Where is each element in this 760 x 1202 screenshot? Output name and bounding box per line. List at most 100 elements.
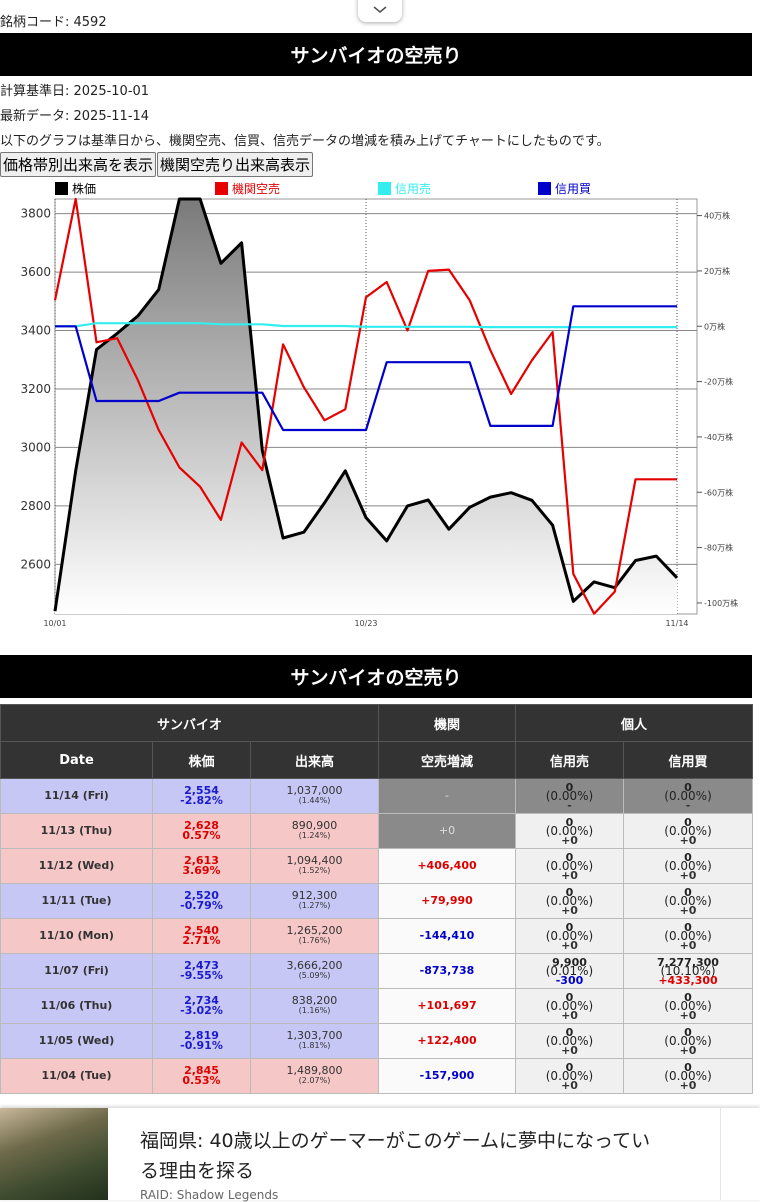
legend-label: 信用売 (395, 181, 431, 196)
stack: 0 (0.00%) +0 (624, 922, 752, 952)
stack: 838,200 (1.16%) (251, 995, 378, 1016)
credit-buy-cell: 0 (0.00%) +0 (622, 988, 754, 1024)
short-volume-button[interactable]: 機関空売り出来高表示 (157, 152, 314, 177)
credit-value: 0 (684, 780, 692, 794)
credit-ratio: (0.00%) (545, 928, 594, 943)
price-cell: 2,734 -3.02% (152, 988, 251, 1024)
volume: 912,300 (291, 889, 338, 902)
price: 2,628 (184, 819, 219, 832)
credit-value: 0 (565, 815, 574, 829)
stack: 890,900 (1.24%) (251, 820, 378, 841)
legend-label: 機関空売 (232, 181, 280, 196)
credit-value: 0 (684, 1060, 692, 1074)
series-line (53, 197, 677, 615)
credit-sell-cell: 0 (0.00%) +0 (515, 1058, 624, 1094)
price-cell: 2,819 -0.91% (152, 1023, 251, 1059)
y2-tick-label: -20万株 (704, 377, 733, 387)
credit-ratio: (0.00%) (545, 1068, 594, 1083)
y-tick-label: 3400 (20, 324, 51, 338)
legend-label: 信用買 (555, 182, 591, 196)
table-row: 11/10 (Mon) 2,540 2.71% 1,265,200 (1.76%) -14… (0, 918, 754, 954)
credit-ratio: (0.01%) (545, 963, 594, 978)
stack: 912,300 (1.27%) (251, 889, 378, 911)
collapse-tab[interactable] (358, 0, 402, 22)
stack: 0 (0.00%) +0 (516, 852, 623, 881)
price-area (55, 199, 677, 614)
credit-value: 7,277,300 (657, 955, 719, 969)
credit-sell-cell: 0 (0.00%) +0 (515, 988, 624, 1024)
stack: 2,473 -9.55% (153, 959, 250, 982)
date-cell: 11/05 (Wed) (0, 1023, 153, 1059)
credit-value: 0 (565, 990, 574, 1004)
price-cell: 2,554 -2.82% (152, 778, 251, 814)
volume-cell: 1,037,000 (1.44%) (250, 778, 379, 814)
date-cell: 11/11 (Tue) (0, 883, 153, 919)
stack: 2,520 -0.79% (153, 890, 250, 911)
stack: 0 (0.00%) +0 (624, 885, 752, 916)
credit-buy-cell: 0 (0.00%) +0 (622, 848, 754, 884)
credit-sell-cell: 0 (0.00%) +0 (515, 883, 624, 919)
price-change: 3.69% (182, 864, 221, 877)
ad-source: RAID: Shadow Legends (140, 1188, 279, 1202)
credit-value: 0 (684, 990, 692, 1004)
description: 以下のグラフは基準日から、機関空売、信買、信売データの増減を積み上げてチャートに… (0, 134, 610, 149)
price: 2,540 (184, 924, 219, 937)
price-cell: 2,473 -9.55% (152, 953, 251, 989)
price-change: 2.71% (182, 934, 221, 947)
chevron-icon (373, 6, 387, 14)
ad-banner[interactable]: 福岡県: 40歳以上のゲーマーがこのゲームに夢中になっている理由を探る RAID… (0, 1108, 760, 1202)
y-tick-label: 2600 (20, 557, 51, 571)
price-change: -9.55% (180, 969, 223, 982)
group-header: サンバイオ (0, 704, 379, 742)
volume-cell: 912,300 (1.27%) (250, 883, 379, 919)
table-title: サンバイオの空売り (0, 655, 752, 698)
credit-change: +433,300 (658, 973, 718, 987)
column-header: 株価 (152, 741, 251, 779)
price-cell: 2,613 3.69% (152, 848, 251, 884)
credit-value: 0 (684, 885, 692, 899)
credit-ratio: (10.10%) (660, 963, 716, 978)
price: 2,473 (184, 959, 219, 972)
stack: 2,845 0.53% (153, 1065, 250, 1086)
series-line (55, 322, 677, 329)
price-cell: 2,540 2.71% (152, 918, 251, 954)
credit-ratio: (0.00%) (664, 998, 712, 1013)
stack: 1,094,400 (1.52%) (251, 855, 378, 876)
credit-buy-cell: 0 (0.00%) +0 (622, 918, 754, 954)
short-change-cell: +122,400 (378, 1023, 516, 1059)
credit-change: +0 (561, 1078, 578, 1092)
credit-buy-cell: 7,277,300 (10.10%) +433,300 (622, 953, 754, 989)
stack: 2,554 -2.82% (153, 784, 250, 806)
y-tick-label: 3600 (20, 265, 51, 279)
credit-change: - (685, 798, 691, 812)
credit-value: 0 (565, 780, 574, 794)
ad-headline: 福岡県: 40歳以上のゲーマーがこのゲームに夢中になっている理由を探る (140, 1130, 651, 1182)
volume-cell: 1,265,200 (1.76%) (250, 918, 379, 954)
date-cell: 11/10 (Mon) (0, 918, 153, 954)
volume-profile-button[interactable]: 価格帯別出来高を表示 (0, 152, 157, 177)
y2-tick-label: 20万株 (704, 266, 730, 276)
credit-value: 0 (565, 1060, 574, 1074)
volume: 1,037,000 (286, 784, 343, 797)
stack: 1,489,800 (2.07%) (251, 1065, 378, 1086)
credit-value: 0 (565, 920, 574, 934)
volume-ratio: (1.27%) (298, 901, 331, 910)
y-tick-label: 2800 (20, 499, 51, 513)
volume-cell: 838,200 (1.16%) (250, 988, 379, 1024)
stack: 2,540 2.71% (153, 924, 250, 947)
credit-change: +0 (561, 1043, 578, 1057)
date-cell: 11/07 (Fri) (0, 953, 153, 989)
legend-swatch (55, 182, 68, 195)
credit-sell-cell: 0 (0.00%) - (515, 778, 624, 814)
stack: 0 (0.00%) - (516, 780, 623, 811)
price: 2,554 (184, 784, 219, 797)
volume-cell: 1,489,800 (2.07%) (250, 1058, 379, 1094)
credit-change: +0 (679, 1043, 697, 1057)
column-header: Date (0, 741, 153, 779)
credit-buy-cell: 0 (0.00%) - (622, 778, 754, 814)
credit-change: +0 (679, 833, 697, 847)
credit-change: +0 (679, 938, 697, 952)
credit-buy-cell: 0 (0.00%) +0 (622, 1023, 754, 1059)
credit-ratio: (0.00%) (664, 928, 712, 943)
stack: 0 (0.00%) +0 (624, 1060, 752, 1091)
